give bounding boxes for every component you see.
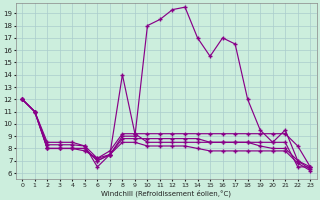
X-axis label: Windchill (Refroidissement éolien,°C): Windchill (Refroidissement éolien,°C) bbox=[101, 189, 231, 197]
